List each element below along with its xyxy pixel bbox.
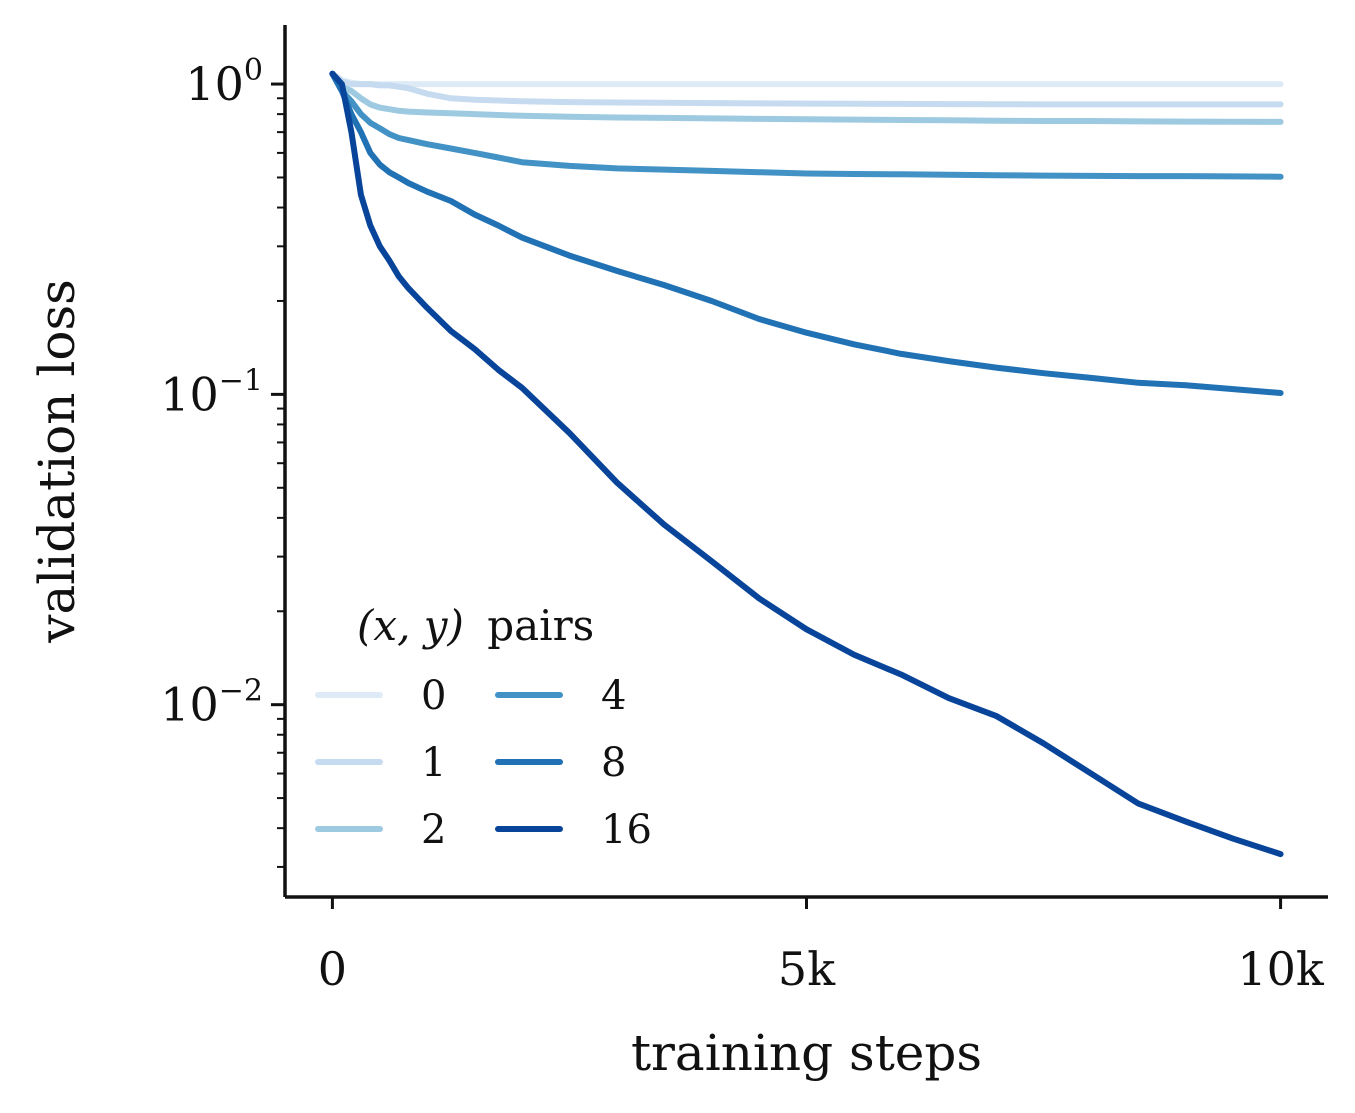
series-line-1 <box>329 70 1284 108</box>
y-ticks: 100 10−1 10−2 <box>160 53 285 868</box>
y-tick-label: 10−1 <box>160 363 263 421</box>
series-line-2 <box>329 70 1284 125</box>
y-tick-label: 10−2 <box>160 674 263 732</box>
x-tick-label: 10k <box>1237 942 1325 996</box>
x-axis-label: training steps <box>631 1024 982 1082</box>
legend: (x, y) pairs 0 1 2 4 8 16 <box>315 601 652 853</box>
series-line-4 <box>329 70 1284 180</box>
legend-label-4: 4 <box>601 673 626 719</box>
legend-label-1: 1 <box>421 740 446 786</box>
series-line-16 <box>329 70 1284 858</box>
y-tick-label: 100 <box>185 53 263 111</box>
legend-label-0: 0 <box>421 673 446 719</box>
x-tick-label: 5k <box>778 942 836 996</box>
legend-label-2: 2 <box>421 807 446 853</box>
x-ticks: 0 5k 10k <box>318 897 1325 996</box>
legend-title-math: (x, y) <box>357 601 464 650</box>
series-line-0 <box>329 70 1284 88</box>
series-lines <box>329 70 1284 858</box>
legend-items: 0 1 2 4 8 16 <box>315 673 652 853</box>
legend-label-16: 16 <box>601 807 652 853</box>
x-tick-label: 0 <box>318 942 347 996</box>
legend-title-text: pairs <box>487 601 594 650</box>
legend-label-8: 8 <box>601 740 626 786</box>
series-line-8 <box>329 70 1284 396</box>
y-axis-label: validation loss <box>28 279 86 644</box>
legend-title: (x, y) pairs <box>357 601 594 650</box>
